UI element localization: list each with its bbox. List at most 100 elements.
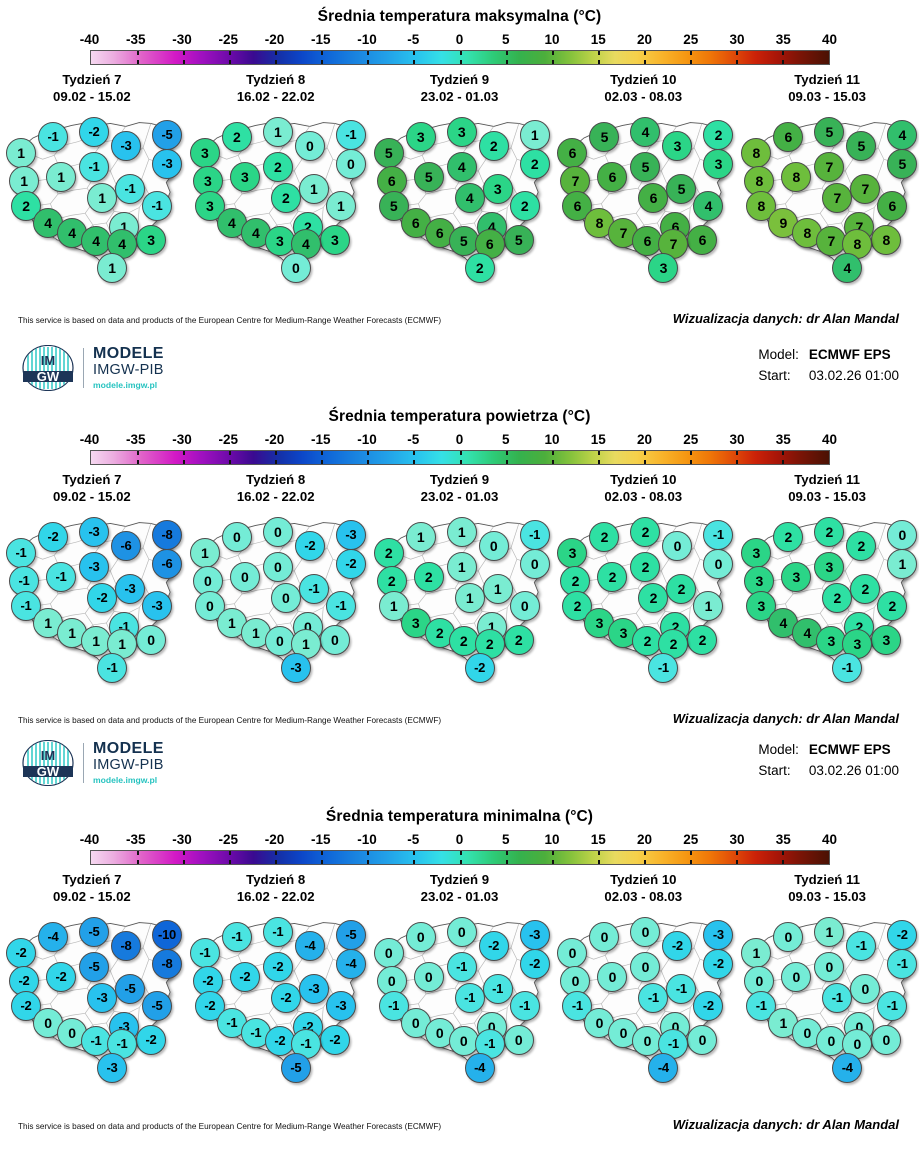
station-marker-katowice[interactable]: 0 [632,1025,663,1056]
station-marker-olsztyn[interactable]: -2 [335,548,366,579]
station-marker-warszawa[interactable]: 7 [850,173,881,204]
station-marker-koszalin[interactable]: 1 [405,521,436,552]
station-marker-lublin[interactable]: 4 [693,190,724,221]
station-marker-rzeszow[interactable]: 8 [871,224,902,255]
station-marker-rzeszow[interactable]: 3 [136,224,166,255]
station-marker-lublin[interactable]: -3 [142,590,172,621]
station-marker-bydgoszcz[interactable]: 0 [781,961,812,992]
station-marker-lodz[interactable]: -2 [270,982,301,1013]
station-marker-lodz[interactable]: 2 [822,582,853,613]
station-marker-suwalki[interactable]: -1 [335,119,366,150]
station-marker-zielona-gora[interactable]: 6 [562,190,593,221]
station-marker-bydgoszcz[interactable]: 0 [413,961,444,992]
station-marker-katowice[interactable]: 7 [816,225,847,256]
station-marker-gorzow[interactable]: 0 [744,965,775,996]
station-marker-szczecin[interactable]: 3 [741,537,772,568]
station-marker-elblag[interactable]: -6 [111,530,141,561]
station-marker-gdansk[interactable]: 4 [630,116,661,147]
station-marker-rzeszow[interactable]: 5 [503,224,534,255]
station-marker-lublin[interactable]: 1 [325,190,356,221]
station-marker-gdansk[interactable]: 1 [814,916,845,947]
station-marker-poznan[interactable]: -3 [79,551,109,582]
station-marker-warszawa[interactable]: 2 [850,573,881,604]
station-marker-bydgoszcz[interactable]: -2 [46,961,76,992]
station-marker-olsztyn[interactable]: 0 [335,148,366,179]
station-marker-suwalki[interactable]: -3 [703,919,734,950]
station-marker-szczecin[interactable]: 5 [373,137,404,168]
station-marker-gdansk[interactable]: 0 [630,916,661,947]
station-marker-elblag[interactable]: -2 [662,930,693,961]
station-marker-zakopane[interactable]: -5 [280,1052,311,1083]
station-marker-elblag[interactable]: 2 [846,530,877,561]
station-marker-poznan[interactable]: -1 [446,951,477,982]
station-marker-rzeszow[interactable]: 0 [319,624,350,655]
station-marker-koszalin[interactable]: -1 [38,121,68,152]
station-marker-lodz[interactable]: 2 [638,582,669,613]
station-marker-olsztyn[interactable]: -8 [152,948,182,979]
station-marker-elblag[interactable]: -4 [294,930,325,961]
station-marker-lodz[interactable]: 6 [638,182,669,213]
station-marker-koszalin[interactable]: -1 [221,921,252,952]
station-marker-katowice[interactable]: 0 [264,625,295,656]
station-marker-suwalki[interactable]: 0 [887,519,918,550]
station-marker-elblag[interactable]: -1 [846,930,877,961]
station-marker-gorzow[interactable]: -2 [9,965,39,996]
station-marker-elblag[interactable]: 5 [846,130,877,161]
station-marker-poznan[interactable]: -2 [262,951,293,982]
station-marker-rzeszow[interactable]: 3 [319,224,350,255]
station-marker-szczecin[interactable]: 3 [189,137,220,168]
station-marker-warszawa[interactable]: -1 [115,173,145,204]
station-marker-rzeszow[interactable]: 3 [871,624,902,655]
station-marker-suwalki[interactable]: 2 [703,119,734,150]
station-marker-warszawa[interactable]: 1 [298,173,329,204]
station-marker-gdansk[interactable]: -5 [79,916,109,947]
station-marker-suwalki[interactable]: -2 [887,919,918,950]
station-marker-bydgoszcz[interactable]: 3 [229,161,260,192]
station-marker-rzeszow[interactable]: 2 [687,624,718,655]
station-marker-olsztyn[interactable]: 3 [703,148,734,179]
station-marker-olsztyn[interactable]: -3 [152,148,182,179]
station-marker-lublin[interactable]: 1 [693,590,724,621]
station-marker-poznan[interactable]: 0 [630,951,661,982]
station-marker-lodz[interactable]: 0 [270,582,301,613]
station-marker-warszawa[interactable]: -1 [298,573,329,604]
station-marker-lodz[interactable]: -1 [822,982,853,1013]
station-marker-katowice[interactable]: 3 [816,625,847,656]
station-marker-warszawa[interactable]: -1 [666,973,697,1004]
station-marker-szczecin[interactable]: 1 [741,937,772,968]
station-marker-elblag[interactable]: -3 [111,130,141,161]
station-marker-katowice[interactable]: 6 [632,225,663,256]
station-marker-zakopane[interactable]: -3 [280,652,311,683]
station-marker-wroclaw[interactable]: 0 [33,1007,63,1038]
station-marker-zakopane[interactable]: -1 [648,652,679,683]
station-marker-zakopane[interactable]: 4 [832,252,863,283]
station-marker-suwalki[interactable]: -10 [152,919,182,950]
station-marker-szczecin[interactable]: 0 [557,937,588,968]
station-marker-lublin[interactable]: -3 [325,990,356,1021]
station-marker-elblag[interactable]: -8 [111,930,141,961]
station-marker-suwalki[interactable]: -5 [152,119,182,150]
station-marker-lublin[interactable]: -1 [142,190,172,221]
station-marker-lublin[interactable]: 2 [877,590,908,621]
station-marker-koszalin[interactable]: 2 [221,121,252,152]
station-marker-gdansk[interactable]: 0 [262,516,293,547]
station-marker-poznan[interactable]: 2 [262,151,293,182]
station-marker-elblag[interactable]: -2 [294,530,325,561]
station-marker-gdansk[interactable]: -2 [79,116,109,147]
station-marker-poznan[interactable]: 7 [814,151,845,182]
station-marker-szczecin[interactable]: 8 [741,137,772,168]
station-marker-olsztyn[interactable]: 2 [519,148,550,179]
station-marker-bydgoszcz[interactable]: 0 [229,561,260,592]
station-marker-zakopane[interactable]: -1 [832,652,863,683]
station-marker-koszalin[interactable]: 0 [773,921,804,952]
station-marker-bydgoszcz[interactable]: -2 [229,961,260,992]
station-marker-gdansk[interactable]: 3 [446,116,477,147]
station-marker-warszawa[interactable]: 1 [482,573,513,604]
station-marker-warszawa[interactable]: -1 [482,973,513,1004]
station-marker-elblag[interactable]: -2 [478,930,509,961]
station-marker-poznan[interactable]: -5 [79,951,109,982]
station-marker-lublin[interactable]: 6 [877,190,908,221]
station-marker-gdansk[interactable]: -1 [262,916,293,947]
station-marker-lodz[interactable]: 2 [270,182,301,213]
station-marker-lodz[interactable]: -1 [454,982,485,1013]
